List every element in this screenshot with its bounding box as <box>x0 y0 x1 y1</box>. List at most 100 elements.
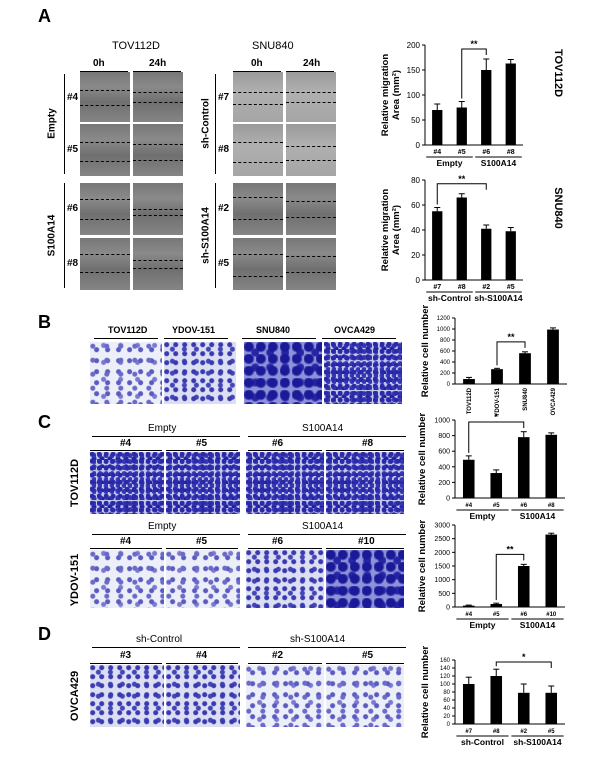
row-label-ydov-151: YDOV-151 <box>69 553 81 607</box>
clone-label: #6 <box>67 203 79 214</box>
scratch-image <box>233 72 283 122</box>
group-label: sh-Control <box>428 293 471 303</box>
bar <box>519 353 531 384</box>
y-tick-label: 200 <box>440 371 451 377</box>
y-tick-label: 400 <box>438 464 450 471</box>
bar <box>462 684 475 724</box>
clone-label: #4 <box>120 438 132 449</box>
y-tick-label: 0 <box>416 276 421 285</box>
y-tick-label: 120 <box>440 674 451 680</box>
y-tick-label: 2000 <box>434 550 450 557</box>
y-tick-label: 0 <box>446 604 450 611</box>
bar <box>432 211 443 280</box>
category-label: #6 <box>482 149 490 156</box>
transwell-image <box>166 550 240 608</box>
bar <box>491 369 503 384</box>
scratch-image <box>286 72 336 122</box>
bar <box>462 459 475 498</box>
panel-letter-a: A <box>38 6 51 26</box>
bar <box>462 605 475 607</box>
y-tick-label: 100 <box>407 91 421 100</box>
transwell-image <box>90 665 164 727</box>
clone-label: #4 <box>196 650 208 661</box>
y-tick-label: 20 <box>443 714 450 720</box>
time-0h-right: 0h <box>251 58 263 69</box>
y-tick-label: 20 <box>411 251 420 260</box>
significance-bracket <box>495 661 552 668</box>
significance-bracket <box>495 553 525 601</box>
cell-line-label: OVCA429 <box>334 325 376 335</box>
significance-label: ** <box>506 544 514 554</box>
y-tick-label: 200 <box>407 41 421 50</box>
y-tick-label: 400 <box>440 360 451 366</box>
bar <box>545 692 558 724</box>
clone-label: #5 <box>362 650 374 661</box>
transwell-image <box>90 550 164 608</box>
category-label: YDOV-151 <box>495 387 501 416</box>
group-label: Empty <box>148 521 177 532</box>
transwell-image <box>164 342 236 404</box>
bar <box>545 434 558 498</box>
y-axis-label: Relative migration <box>380 189 391 272</box>
significance-label: * <box>494 412 498 422</box>
group-label: Empty <box>437 158 463 168</box>
y-tick-label: 1000 <box>437 327 451 333</box>
scratch-image <box>80 183 130 235</box>
transwell-image <box>166 665 240 727</box>
bar <box>517 692 530 724</box>
row-label-tov112d: TOV112D <box>69 458 81 508</box>
significance-bracket <box>496 341 526 366</box>
clone-label: #8 <box>362 438 374 449</box>
scratch-image <box>133 72 183 122</box>
panel-letter-b: B <box>38 312 51 332</box>
category-label: #6 <box>520 612 527 618</box>
transwell-image <box>324 342 402 404</box>
bar <box>456 197 467 280</box>
y-tick-label: 3000 <box>434 522 450 529</box>
transwell-image <box>244 342 322 404</box>
cell-line-label: YDOV-151 <box>172 325 216 335</box>
y-axis-label: Area (mm²) <box>391 205 402 255</box>
category-label: #5 <box>458 149 466 156</box>
bar <box>456 107 467 145</box>
clone-label: #8 <box>67 258 79 269</box>
transwell-image <box>90 452 164 514</box>
category-label: #4 <box>465 503 472 509</box>
time-24h-left: 24h <box>149 58 167 69</box>
scratch-image <box>133 238 183 290</box>
y-tick-label: 600 <box>438 449 450 456</box>
clone-label: #10 <box>358 536 375 547</box>
cell-line-snu840: SNU840 <box>252 40 294 52</box>
group-label: sh-Control <box>136 634 183 645</box>
scratch-image <box>80 72 130 122</box>
bar <box>547 329 559 384</box>
y-tick-label: 60 <box>443 698 450 704</box>
side-label: SNU840 <box>552 187 564 229</box>
y-tick-label: 0 <box>447 722 451 728</box>
scratch-image <box>286 124 336 176</box>
clone-label: #7 <box>218 92 230 103</box>
y-axis-label: Area (mm²) <box>391 70 402 120</box>
category-label: #8 <box>507 149 515 156</box>
bar <box>517 437 530 498</box>
panel-letter-d: D <box>38 624 51 644</box>
clone-label: #5 <box>67 144 79 155</box>
group-label: S100A14 <box>520 620 556 630</box>
significance-bracket <box>468 421 525 453</box>
scratch-image <box>286 238 336 290</box>
significance-label: ** <box>458 174 466 184</box>
category-label: #8 <box>493 729 500 735</box>
transwell-image <box>246 550 324 608</box>
significance-label: ** <box>470 39 478 49</box>
category-label: #4 <box>433 149 441 156</box>
scratch-image <box>133 183 183 235</box>
bar <box>481 228 492 280</box>
scratch-image <box>233 238 283 290</box>
scratch-image <box>80 238 130 290</box>
scratch-image <box>80 124 130 176</box>
scratch-image <box>233 183 283 235</box>
group-label: S100A14 <box>302 423 344 434</box>
category-label: #10 <box>546 612 557 618</box>
cell-line-label: TOV112D <box>108 325 148 335</box>
clone-label: #2 <box>218 203 230 214</box>
